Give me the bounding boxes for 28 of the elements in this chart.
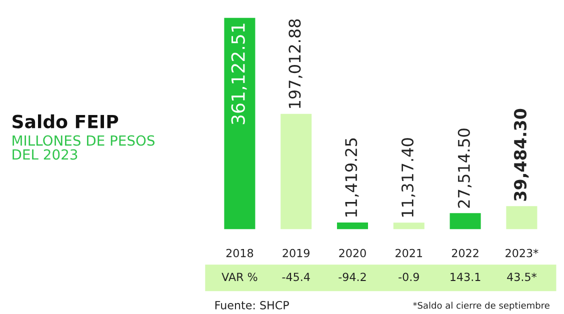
bar <box>224 18 256 230</box>
data-label: 11,317.40 <box>401 138 416 217</box>
text: MILLONES DE PESOS DEL 2023 <box>12 135 154 160</box>
text: VAR % <box>222 272 258 282</box>
data-label: 11,419.25 <box>345 138 359 217</box>
x-tick-label: 2021 <box>396 248 422 258</box>
text: 43.5* <box>507 272 537 282</box>
x-tick-label: 2018 <box>226 248 254 258</box>
data-label: 361,122.51 <box>231 24 247 124</box>
text: 143.1 <box>450 272 480 282</box>
data-label: 39,484.30 <box>514 108 529 201</box>
bar <box>280 114 312 230</box>
bar <box>393 222 424 230</box>
text: -0.9 <box>398 272 419 282</box>
bar <box>336 222 368 230</box>
x-tick-label: 2023* <box>506 248 538 258</box>
bar <box>450 213 481 230</box>
text: *Saldo al cierre de septiembre <box>413 302 550 311</box>
x-tick-label: 2020 <box>339 248 366 258</box>
text: Saldo FEIP <box>12 114 118 128</box>
x-tick-label: 2019 <box>282 248 310 258</box>
data-label: 197,012.88 <box>288 19 302 108</box>
bar <box>506 206 538 230</box>
text: -94.2 <box>338 272 366 282</box>
text: -45.4 <box>282 272 310 282</box>
x-tick-label: 2022 <box>452 248 478 258</box>
source-note: Fuente: SHCP <box>215 300 289 310</box>
data-label: 27,514.50 <box>458 128 472 208</box>
